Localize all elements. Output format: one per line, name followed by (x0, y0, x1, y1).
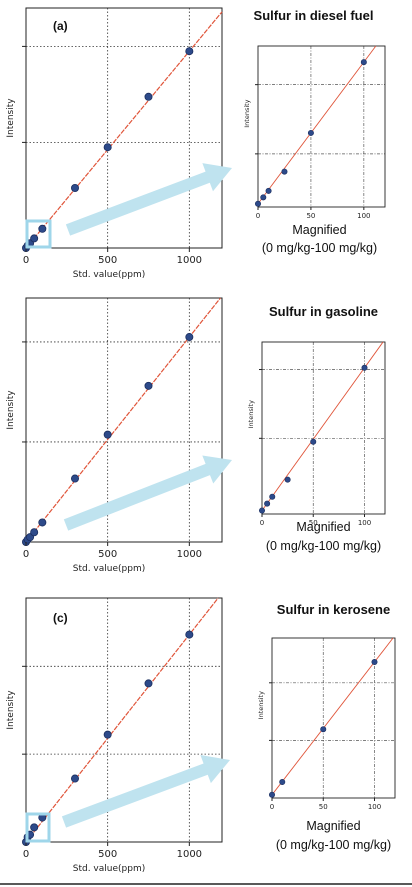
zoom-arrow (65, 163, 232, 236)
data-point (71, 183, 80, 192)
data-point (38, 518, 47, 527)
x-axis-label: Std. value(ppm) (73, 564, 145, 574)
plot-frame (25, 297, 223, 543)
caption-magnified: Magnified (296, 520, 350, 534)
data-point (71, 774, 80, 783)
y-axis-label: Intensity (6, 690, 16, 730)
x-tick-label: 0 (260, 519, 264, 527)
data-point (255, 200, 262, 207)
data-point (185, 630, 194, 639)
data-point (310, 438, 317, 445)
caption-range: (0 mg/kg-100 mg/kg) (262, 241, 377, 255)
zoom-region-box (25, 219, 52, 249)
plot-frame (257, 45, 386, 208)
data-point (260, 194, 267, 201)
plot-frame (271, 637, 396, 799)
data-point (269, 493, 276, 500)
arrow-shape (65, 163, 232, 236)
x-axis-label: Std. value(ppm) (73, 270, 145, 280)
panel-label: (a) (53, 19, 68, 33)
data-point (30, 528, 39, 537)
y-axis-label: Intensity (243, 99, 251, 127)
x-tick-label: 0 (256, 212, 260, 220)
data-point (144, 679, 153, 688)
data-point (361, 364, 368, 371)
x-tick-label: 500 (98, 255, 117, 266)
data-point (360, 59, 367, 66)
x-tick-label: 0 (23, 255, 29, 266)
fit-line (25, 597, 219, 843)
plot-frame (261, 341, 386, 515)
zoom-region-box (25, 812, 51, 843)
data-point (144, 92, 153, 101)
x-tick-label: 1000 (177, 255, 202, 266)
data-point (268, 791, 275, 798)
caption-range: (0 mg/kg-100 mg/kg) (266, 539, 381, 553)
x-tick-label: 50 (319, 803, 328, 811)
data-point (71, 474, 80, 483)
x-tick-label: 1000 (177, 549, 202, 560)
x-tick-label: 500 (98, 849, 117, 860)
x-tick-label: 500 (98, 549, 117, 560)
caption-range: (0 mg/kg-100 mg/kg) (276, 838, 391, 852)
arrow-shape (61, 755, 231, 828)
magnified-plot-1: Sulfur in diesel fuel 0 50 100 Intensity Magn… (243, 8, 386, 255)
magnified-plot-2: Sulfur in gasoline 0 50 100 Intensity Magnifi… (247, 304, 386, 553)
y-axis-label: Intensity (257, 691, 265, 719)
data-point (103, 430, 112, 439)
y-axis-label: Intensity (6, 98, 16, 138)
caption-magnified: Magnified (292, 223, 346, 237)
data-point (144, 381, 153, 390)
data-point (30, 234, 39, 243)
plot-frame (25, 597, 223, 843)
x-tick-label: 50 (309, 519, 318, 527)
data-point (320, 726, 327, 733)
data-point (103, 143, 112, 152)
x-tick-label: 100 (357, 212, 370, 220)
main-plot-1: 0 500 1000 Std. value(ppm) Intensity (a) (6, 7, 223, 280)
chart-title: Sulfur in kerosene (277, 602, 390, 617)
panel-label: (c) (53, 611, 68, 625)
data-point (258, 507, 265, 514)
main-plot-2: 0 500 1000 Std. value(ppm) Intensity (6, 297, 223, 574)
zoom-arrow (63, 455, 232, 531)
plot-frame (25, 7, 223, 249)
zoom-arrow (61, 755, 231, 828)
data-point (279, 778, 286, 785)
data-point (185, 333, 194, 342)
magnified-plot-3: Sulfur in kerosene 0 50 100 Intensity Magnifi… (257, 602, 396, 852)
x-tick-label: 50 (306, 212, 315, 220)
fit-line (25, 297, 221, 543)
data-point (371, 658, 378, 665)
data-point (307, 129, 314, 136)
fit-line (257, 45, 377, 205)
main-plot-3: 0 500 1000 Std. value(ppm) Intensity (c) (6, 597, 223, 874)
chart-title: Sulfur in gasoline (269, 304, 378, 319)
data-point (103, 730, 112, 739)
x-axis-label: Std. value(ppm) (73, 864, 145, 874)
x-tick-label: 0 (23, 549, 29, 560)
data-point (185, 47, 194, 56)
x-tick-label: 0 (23, 849, 29, 860)
chart-title: Sulfur in diesel fuel (254, 8, 374, 23)
caption-magnified: Magnified (306, 819, 360, 833)
y-axis-label: Intensity (247, 400, 255, 428)
x-tick-label: 100 (358, 519, 371, 527)
x-tick-label: 100 (368, 803, 381, 811)
data-point (264, 500, 271, 507)
x-tick-label: 0 (270, 803, 274, 811)
data-point (38, 224, 47, 233)
data-point (284, 476, 291, 483)
data-point (265, 187, 272, 194)
data-point (30, 823, 39, 832)
x-tick-label: 1000 (177, 849, 202, 860)
data-point (281, 168, 288, 175)
arrow-shape (63, 455, 232, 531)
y-axis-label: Intensity (6, 390, 16, 430)
